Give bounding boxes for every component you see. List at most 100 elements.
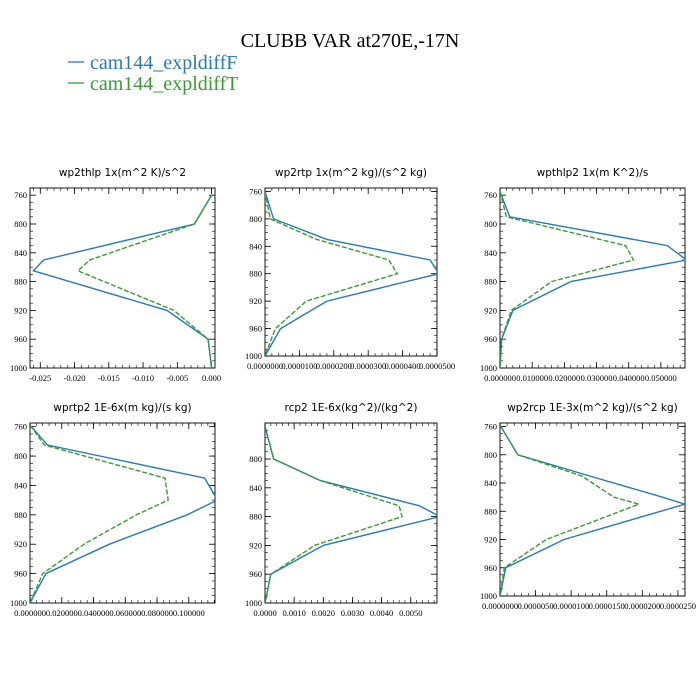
x-tick-label: 0.0000200 <box>316 361 352 371</box>
y-tick-label: 920 <box>14 539 27 549</box>
plot-frame <box>499 422 686 597</box>
x-tick-label: 0.0000100 <box>553 601 589 611</box>
figure-title: CLUBB VAR at270E,-17N <box>241 30 460 52</box>
x-tick-label: 0.0020 <box>312 608 335 618</box>
y-tick-label: 800 <box>14 451 27 461</box>
series-line-expldiffT <box>30 424 169 603</box>
panel-4: wprtp2 1E-6x(m kg)/(s kg) 760 800 840 880 920… <box>10 402 216 618</box>
y-tick-label: 960 <box>14 334 27 344</box>
series-line-expldiffF <box>32 194 213 368</box>
y-tick-label: 1000 <box>480 591 497 601</box>
x-tick-label: 0.0040 <box>370 608 393 618</box>
y-tick-label: 800 <box>249 454 262 464</box>
y-tick-label: 920 <box>484 305 497 315</box>
y-tick-label: 920 <box>14 305 27 315</box>
series-line-expldiffT <box>265 191 399 356</box>
plot-frame <box>264 187 438 357</box>
y-tick-label: 840 <box>14 480 27 490</box>
x-tick-label: 0.0000250 <box>660 601 696 611</box>
x-tick-label: 0.0000050 <box>518 601 554 611</box>
series-line-expldiffF <box>265 191 437 356</box>
panel-5-title: rcp2 1E-6x(kg^2)/(kg^2) <box>285 402 418 414</box>
x-tick-label: 0.000000 <box>14 608 46 618</box>
x-tick-label: 0.000000 <box>484 373 516 383</box>
y-tick-label: 880 <box>249 512 262 522</box>
x-tick-label: 0.0000150 <box>589 601 625 611</box>
series-line-expldiffF <box>500 191 685 368</box>
series-line-expldiffT <box>500 191 635 368</box>
x-tick-label: 0.000 <box>202 373 221 383</box>
x-tick-label: 0.0000000 <box>482 601 518 611</box>
series-line-expldiffT <box>76 194 213 368</box>
plot-frame <box>29 422 216 604</box>
panel-3-title: wpthlp2 1x(m K^2)/s <box>537 167 649 179</box>
y-tick-label: 1000 <box>10 598 27 608</box>
x-tick-label: -0.020 <box>64 373 86 383</box>
panel-5: rcp2 1E-6x(kg^2)/(kg^2) 800 840 880 920 960 10… <box>245 402 438 618</box>
panel-2: wp2rtp 1x(m^2 kg)/(s^2 kg) 760 800 840 880 92… <box>245 167 455 371</box>
x-tick-label: 0.020000 <box>46 608 78 618</box>
panel-4-title: wprtp2 1E-6x(m kg)/(s kg) <box>53 402 191 414</box>
y-tick-label: 960 <box>249 569 262 579</box>
y-tick-label: 760 <box>14 422 27 432</box>
x-tick-label: 0.040000 <box>613 373 645 383</box>
x-tick-label: -0.025 <box>29 373 51 383</box>
x-tick-label: 0.0030 <box>341 608 364 618</box>
x-tick-label: 0.0000500 <box>419 361 455 371</box>
x-tick-label: 0.020000 <box>548 373 580 383</box>
y-tick-label: 880 <box>484 506 497 516</box>
series-line-expldiffF <box>265 426 437 603</box>
x-tick-label: 0.0000300 <box>350 361 386 371</box>
panel-grid: wp2thlp 1x(m^2 K)/s^2 760 800 840 880 920 960 1… <box>10 167 696 618</box>
panel-2-title: wp2rtp 1x(m^2 kg)/(s^2 kg) <box>275 167 427 179</box>
panel-6-title: wp2rcp 1E-3x(m^2 kg)/(s^2 kg) <box>507 402 678 414</box>
panel-3: wpthlp2 1x(m K^2)/s 760 800 840 880 920 960 100… <box>480 167 686 383</box>
series-line-expldiffF <box>30 424 215 603</box>
x-tick-label: 0.060000 <box>109 608 141 618</box>
y-tick-label: 1000 <box>10 363 27 373</box>
y-tick-label: 920 <box>249 540 262 550</box>
series-line-expldiffT <box>500 424 642 596</box>
x-tick-label: -0.005 <box>166 373 188 383</box>
x-tick-label: 0.0000200 <box>624 601 660 611</box>
plot-frame <box>499 187 686 369</box>
x-tick-label: -0.015 <box>98 373 120 383</box>
y-tick-label: 880 <box>249 269 262 279</box>
y-tick-label: 800 <box>249 214 262 224</box>
y-tick-label: 840 <box>249 483 262 493</box>
x-tick-label: 0.100000 <box>173 608 205 618</box>
y-tick-label: 1000 <box>480 363 497 373</box>
x-tick-label: 0.0000 <box>253 608 276 618</box>
y-tick-label: 760 <box>484 422 497 432</box>
y-tick-label: 800 <box>484 219 497 229</box>
y-tick-label: 840 <box>249 241 262 251</box>
y-tick-label: 960 <box>484 563 497 573</box>
x-tick-label: 0.0000000 <box>247 361 283 371</box>
y-tick-label: 880 <box>484 277 497 287</box>
x-tick-label: 0.030000 <box>581 373 613 383</box>
y-tick-label: 760 <box>484 190 497 200</box>
y-tick-label: 840 <box>484 478 497 488</box>
y-tick-label: 960 <box>249 324 262 334</box>
plot-frame <box>264 422 438 604</box>
y-tick-label: 960 <box>484 334 497 344</box>
panel-6: wp2rcp 1E-3x(m^2 kg)/(s^2 kg) 760 800 840 88… <box>480 402 696 611</box>
legend-label-0: cam144_expldiffF <box>90 52 237 74</box>
y-tick-label: 880 <box>14 277 27 287</box>
series-line-expldiffT <box>265 426 403 603</box>
y-tick-label: 760 <box>14 190 27 200</box>
x-tick-label: 0.050000 <box>645 373 677 383</box>
x-tick-label: 0.0000100 <box>281 361 317 371</box>
legend-label-1: cam144_expldiffT <box>90 73 238 95</box>
y-tick-label: 960 <box>14 569 27 579</box>
x-tick-label: 0.080000 <box>141 608 173 618</box>
y-tick-label: 840 <box>484 248 497 258</box>
x-tick-label: -0.010 <box>132 373 154 383</box>
x-tick-label: 0.040000 <box>78 608 110 618</box>
series-line-expldiffF <box>500 424 685 596</box>
y-tick-label: 840 <box>14 248 27 258</box>
legend: cam144_expldiffF cam144_expldiffT <box>68 52 238 95</box>
x-tick-label: 0.0000400 <box>385 361 421 371</box>
y-tick-label: 760 <box>249 186 262 196</box>
